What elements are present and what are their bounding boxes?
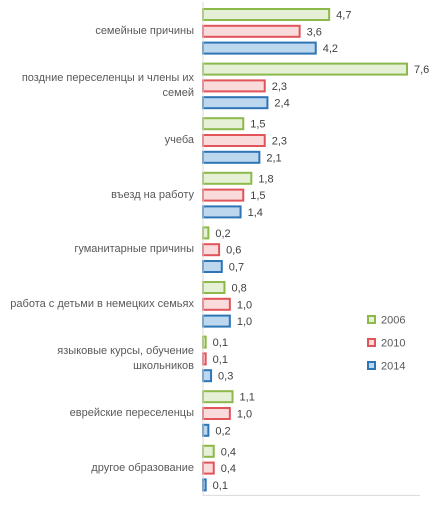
category-label-line: гуманитарные причины	[74, 243, 194, 256]
data-label-2006-2: 7,6	[414, 64, 429, 76]
bar-2014-8	[202, 423, 210, 437]
legend-label-2010: 2010	[381, 338, 405, 350]
legend-label-2014: 2014	[381, 361, 405, 373]
data-label-2010-9: 0,4	[221, 463, 236, 475]
data-label-2006-1: 4,7	[336, 10, 351, 22]
bar-2006-1	[202, 8, 331, 21]
data-label-2010-4: 1,5	[250, 190, 265, 202]
bar-2010-4	[202, 188, 245, 202]
data-label-2006-6: 0,8	[231, 283, 246, 295]
bar-2010-9	[202, 461, 215, 475]
bar-2010-6	[202, 297, 231, 311]
category-label-1: семейные причины	[0, 24, 194, 39]
bar-2014-2	[202, 96, 269, 110]
data-label-2014-2: 2,4	[274, 98, 289, 110]
data-label-2014-4: 1,4	[248, 207, 263, 219]
bar-2014-4	[202, 205, 242, 219]
data-label-2014-3: 2,1	[266, 152, 281, 164]
category-label-4: въезд на работу	[0, 188, 194, 203]
bar-2006-2	[202, 62, 408, 76]
data-label-2014-7: 0,3	[218, 371, 233, 383]
category-label-6: работа с детьми в немецких семьях	[0, 297, 194, 312]
bar-2006-6	[202, 281, 226, 294]
bar-2006-9	[202, 444, 215, 458]
bar-2006-5	[202, 226, 210, 240]
category-label-line: поздние переселенцы и члены их	[21, 71, 194, 84]
bar-2014-6	[202, 314, 231, 328]
category-label-line: работа с детьми в немецких семьях	[10, 297, 194, 310]
category-label-line: школьников	[133, 359, 194, 372]
bar-2010-8	[202, 407, 231, 420]
category-label-line: другое образование	[91, 461, 194, 474]
data-label-2006-3: 1,5	[250, 119, 265, 131]
data-label-2014-5: 0,7	[229, 262, 244, 274]
category-label-3: учеба	[0, 133, 194, 148]
bar-2014-7	[202, 369, 213, 383]
legend-swatch-2010	[367, 338, 376, 347]
bar-2010-2	[202, 79, 266, 93]
data-label-2006-8: 1,1	[240, 392, 255, 404]
category-label-line: учеба	[164, 134, 194, 146]
data-label-2014-9: 0,1	[213, 480, 228, 492]
category-label-line: въезд на работу	[111, 188, 194, 201]
data-label-2006-5: 0,2	[215, 228, 230, 240]
category-label-5: гуманитарные причины	[0, 242, 194, 257]
data-label-2014-6: 1,0	[237, 316, 252, 328]
bar-2010-1	[202, 24, 301, 38]
data-label-2006-4: 1,8	[258, 173, 273, 185]
bar-2014-3	[202, 150, 261, 164]
bar-2006-3	[202, 117, 245, 131]
bar-2010-3	[202, 134, 266, 147]
bar-2006-8	[202, 390, 234, 404]
data-label-2006-9: 0,4	[221, 446, 236, 458]
data-label-2010-6: 1,0	[237, 299, 252, 311]
legend-swatch-2014	[367, 361, 376, 370]
data-label-2010-1: 3,6	[307, 26, 322, 38]
category-label-8: еврейские переселенцы	[0, 406, 194, 421]
data-label-2006-7: 0,1	[213, 337, 228, 349]
bar-2010-5	[202, 243, 221, 257]
category-label-line: языковые курсы, обучение	[57, 344, 194, 357]
data-label-2010-8: 1,0	[237, 409, 252, 421]
category-label-9: другое образование	[0, 461, 194, 476]
data-label-2014-1: 4,2	[323, 43, 338, 55]
data-label-2014-8: 0,2	[215, 425, 230, 437]
data-label-2010-3: 2,3	[272, 136, 287, 148]
data-label-2010-2: 2,3	[272, 81, 287, 93]
data-label-2010-5: 0,6	[226, 245, 241, 257]
legend-swatch-2006	[367, 315, 376, 324]
category-label-7: языковые курсы, обучение школьников	[0, 344, 194, 374]
category-label-line: семей	[162, 86, 194, 99]
bar-2014-5	[202, 260, 223, 273]
bar-2006-4	[202, 171, 253, 185]
category-label-line: еврейские переселенцы	[69, 407, 194, 419]
legend-label-2006: 2006	[381, 315, 405, 327]
bar-2014-1	[202, 41, 317, 55]
data-label-2010-7: 0,1	[213, 354, 228, 366]
category-label-2: поздние переселенцы и члены их семей	[0, 71, 194, 101]
category-label-line: семейные причины	[95, 24, 194, 37]
